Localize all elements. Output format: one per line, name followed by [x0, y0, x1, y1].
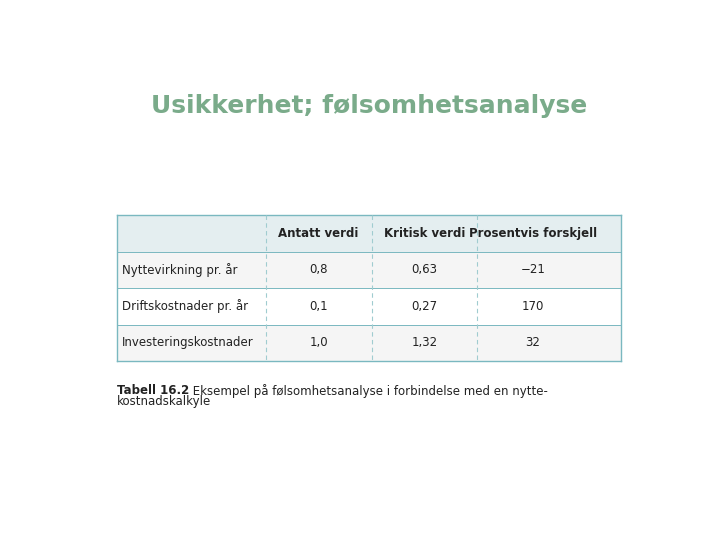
Text: Kritisk verdi: Kritisk verdi — [384, 227, 465, 240]
Bar — [117, 288, 621, 325]
Text: Prosentvis forskjell: Prosentvis forskjell — [469, 227, 597, 240]
Text: Antatt verdi: Antatt verdi — [279, 227, 359, 240]
Bar — [117, 252, 621, 288]
Text: Tabell 16.2: Tabell 16.2 — [117, 384, 189, 397]
Text: 0,63: 0,63 — [411, 264, 438, 276]
Text: 1,0: 1,0 — [310, 336, 328, 349]
Text: 0,1: 0,1 — [310, 300, 328, 313]
Bar — [117, 325, 621, 361]
Text: −21: −21 — [521, 264, 545, 276]
Text: 32: 32 — [526, 336, 540, 349]
Text: Eksempel på følsomhetsanalyse i forbindelse med en nytte-: Eksempel på følsomhetsanalyse i forbinde… — [189, 384, 548, 399]
Text: 1,32: 1,32 — [411, 336, 438, 349]
Bar — [117, 215, 621, 252]
Text: Nyttevirkning pr. år: Nyttevirkning pr. år — [122, 263, 238, 277]
Text: Investeringskostnader: Investeringskostnader — [122, 336, 253, 349]
Text: 0,8: 0,8 — [310, 264, 328, 276]
Text: 170: 170 — [521, 300, 544, 313]
Text: Usikkerhet; følsomhetsanalyse: Usikkerhet; følsomhetsanalyse — [151, 94, 587, 118]
Text: Driftskostnader pr. år: Driftskostnader pr. år — [122, 299, 248, 313]
Text: kostnadskalkyle: kostnadskalkyle — [117, 395, 212, 408]
Text: 0,27: 0,27 — [411, 300, 438, 313]
